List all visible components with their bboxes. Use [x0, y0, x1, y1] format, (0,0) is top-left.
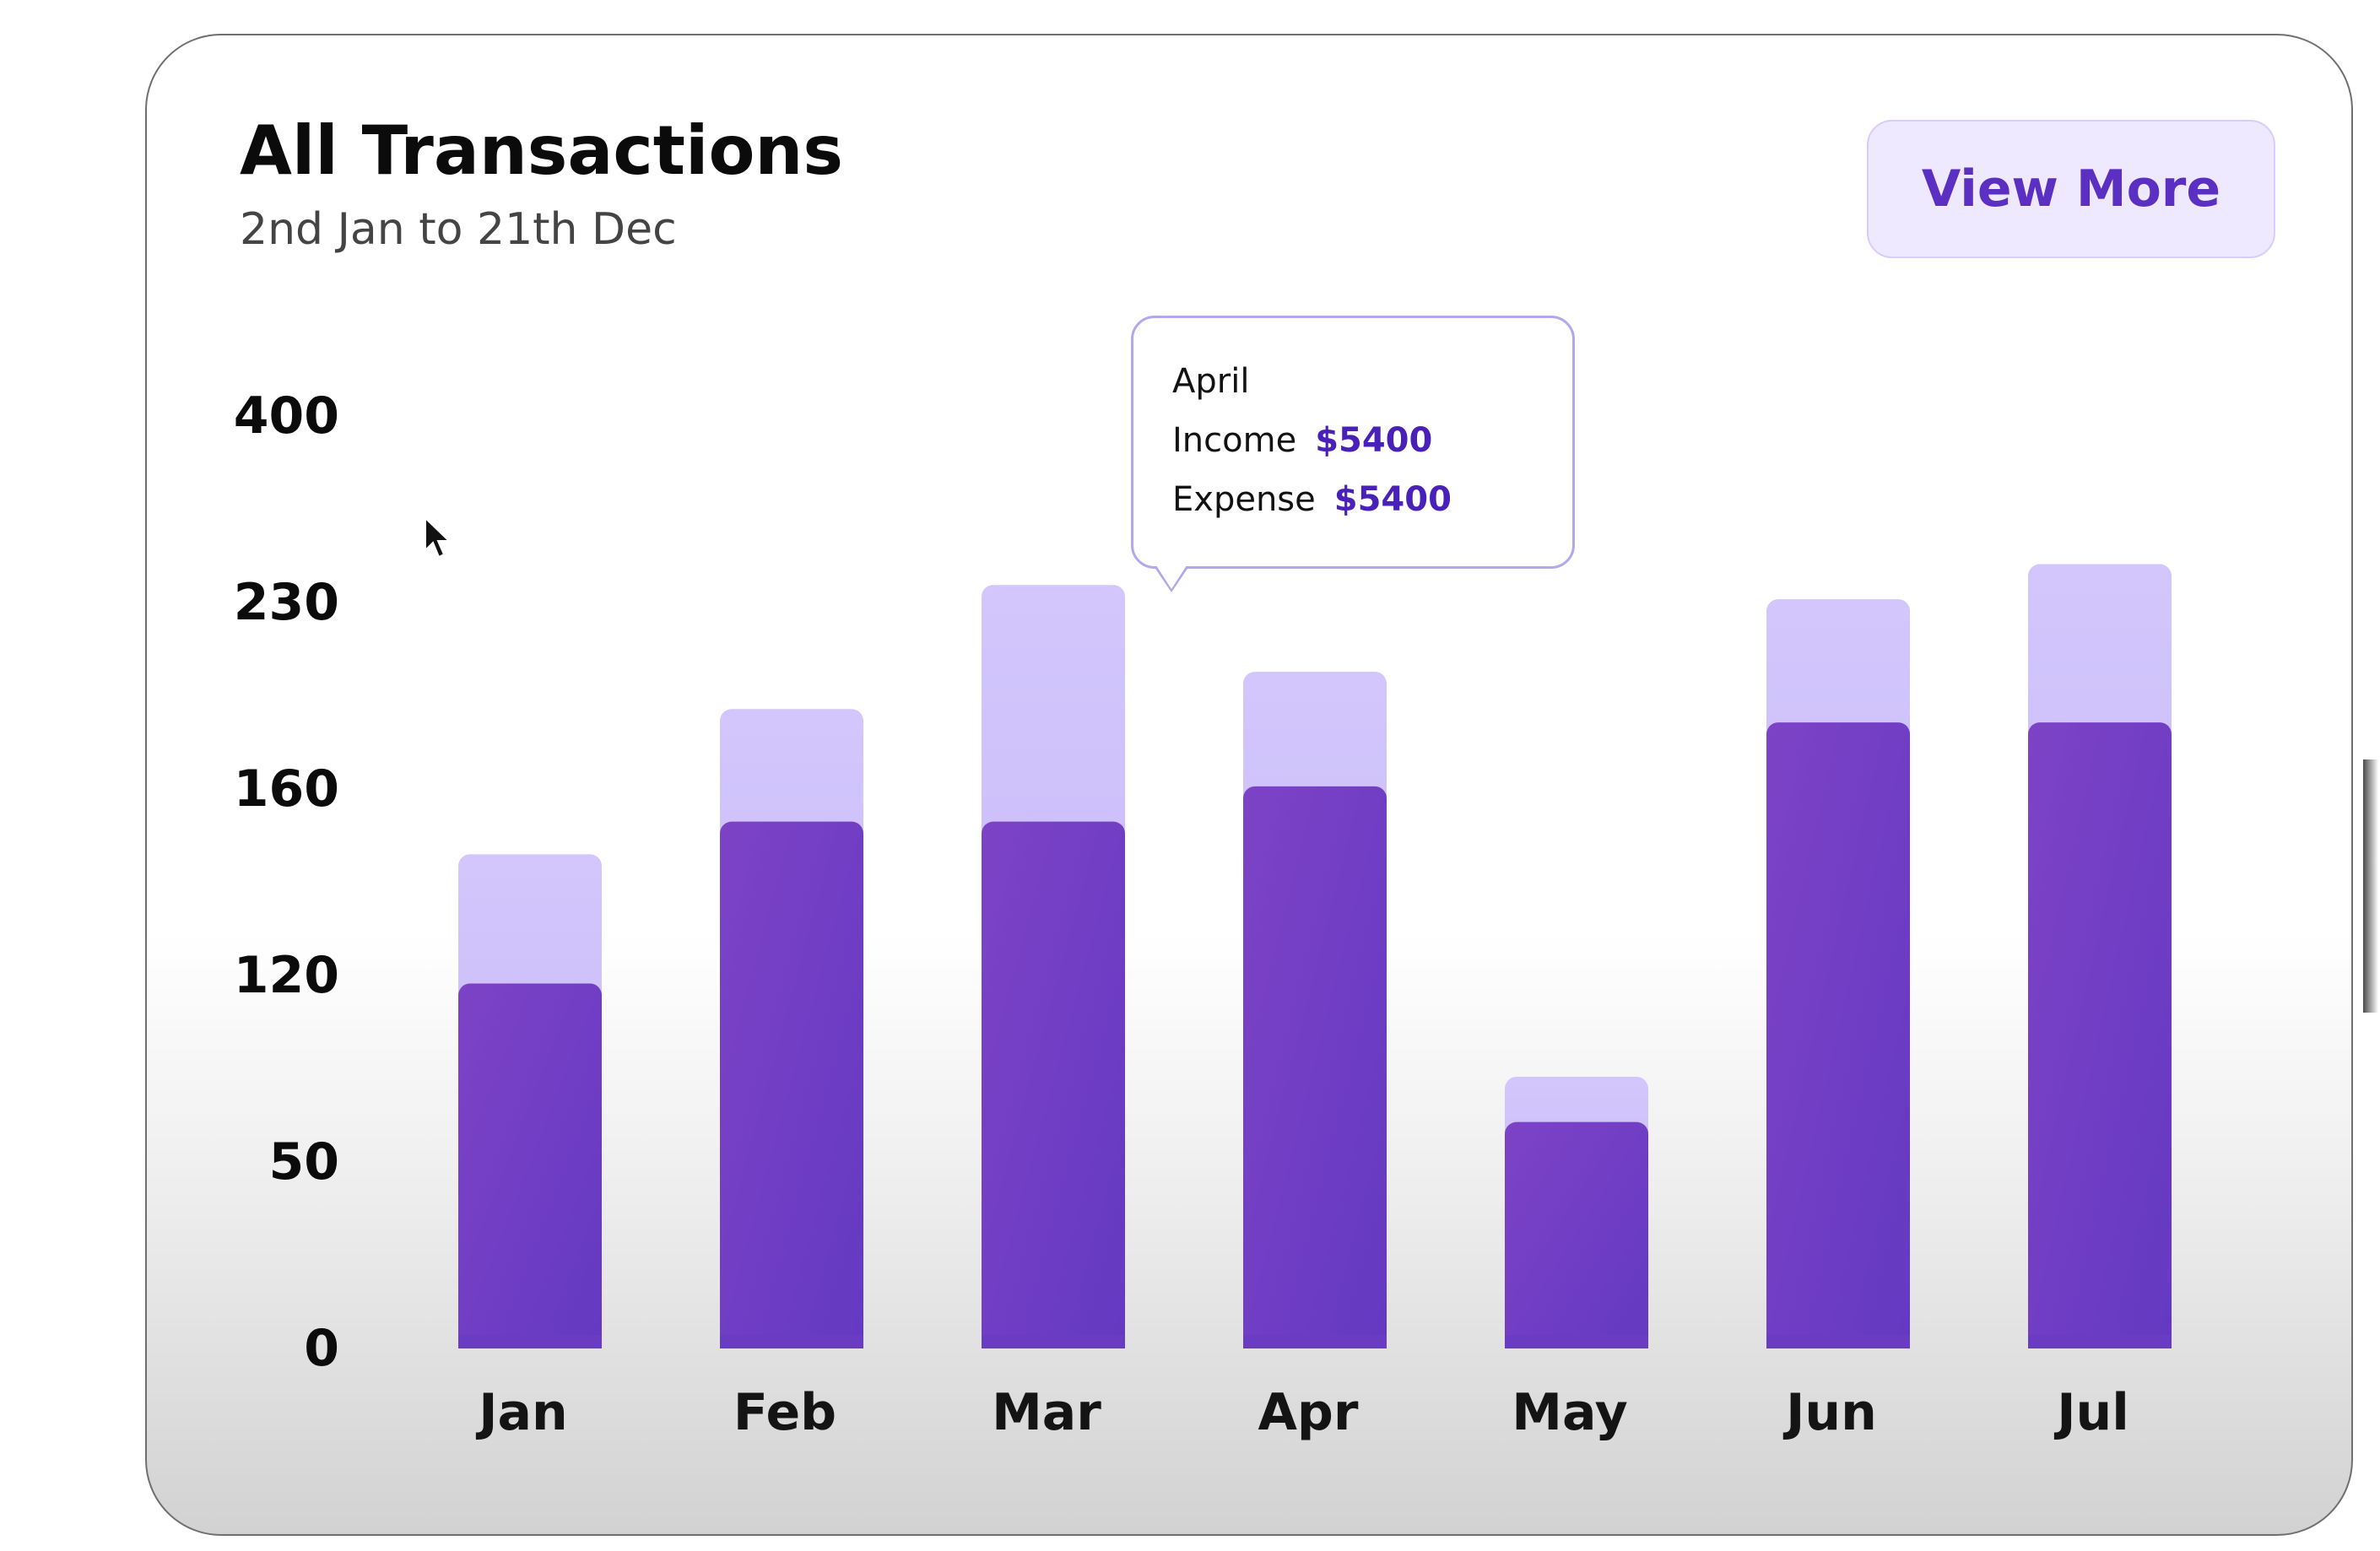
- tooltip-expense-row: Expense $5400: [1172, 470, 1572, 529]
- tooltip-income-row: Income $5400: [1172, 411, 1572, 470]
- x-tick-label: Jul: [2053, 1383, 2129, 1442]
- date-range-subtitle: 2nd Jan to 21th Dec: [240, 204, 677, 255]
- card-title: All Transactions: [240, 111, 843, 190]
- bar-lower-segment[interactable]: [2028, 722, 2172, 1348]
- x-tick-label: Jun: [1782, 1383, 1877, 1442]
- bar-lower-segment[interactable]: [982, 821, 1125, 1348]
- y-tick-label: 230: [234, 573, 339, 632]
- x-tick-label: Apr: [1258, 1383, 1359, 1442]
- tooltip-income-label: Income: [1172, 421, 1297, 460]
- bar-lower-segment[interactable]: [458, 983, 602, 1348]
- tooltip-month: April: [1172, 362, 1250, 401]
- window-edge-shadow: [2363, 759, 2378, 1013]
- bar-lower-segment[interactable]: [1243, 786, 1387, 1348]
- bar-lower-segment[interactable]: [1505, 1121, 1648, 1348]
- y-tick-label: 50: [269, 1132, 340, 1192]
- bar-base: [1766, 1335, 1910, 1348]
- tooltip-expense-value: $5400: [1333, 480, 1452, 519]
- x-tick-label: May: [1512, 1383, 1627, 1442]
- x-tick-label: Feb: [733, 1383, 836, 1442]
- bar-base: [1243, 1335, 1387, 1348]
- tooltip-income-value: $5400: [1315, 421, 1433, 460]
- y-tick-label: 160: [234, 759, 339, 819]
- bar-base: [1505, 1335, 1648, 1348]
- bar-base: [2028, 1335, 2172, 1348]
- y-tick-label: 0: [304, 1319, 339, 1378]
- bar-lower-segment[interactable]: [1766, 722, 1910, 1348]
- bar-base: [458, 1335, 602, 1348]
- bar-base: [720, 1335, 863, 1348]
- bar-base: [982, 1335, 1125, 1348]
- view-more-button[interactable]: View More: [1867, 120, 2275, 258]
- x-tick-label: Jan: [475, 1383, 568, 1442]
- tooltip-expense-label: Expense: [1172, 480, 1316, 519]
- x-tick-label: Mar: [992, 1383, 1101, 1442]
- tooltip-caret: [1156, 565, 1187, 589]
- mouse-pointer-icon: [425, 516, 452, 559]
- bar-lower-segment[interactable]: [720, 821, 863, 1348]
- y-tick-label: 400: [234, 386, 339, 446]
- y-tick-label: 120: [234, 946, 339, 1005]
- april-tooltip: April Income $5400 Expense $5400: [1131, 316, 1575, 569]
